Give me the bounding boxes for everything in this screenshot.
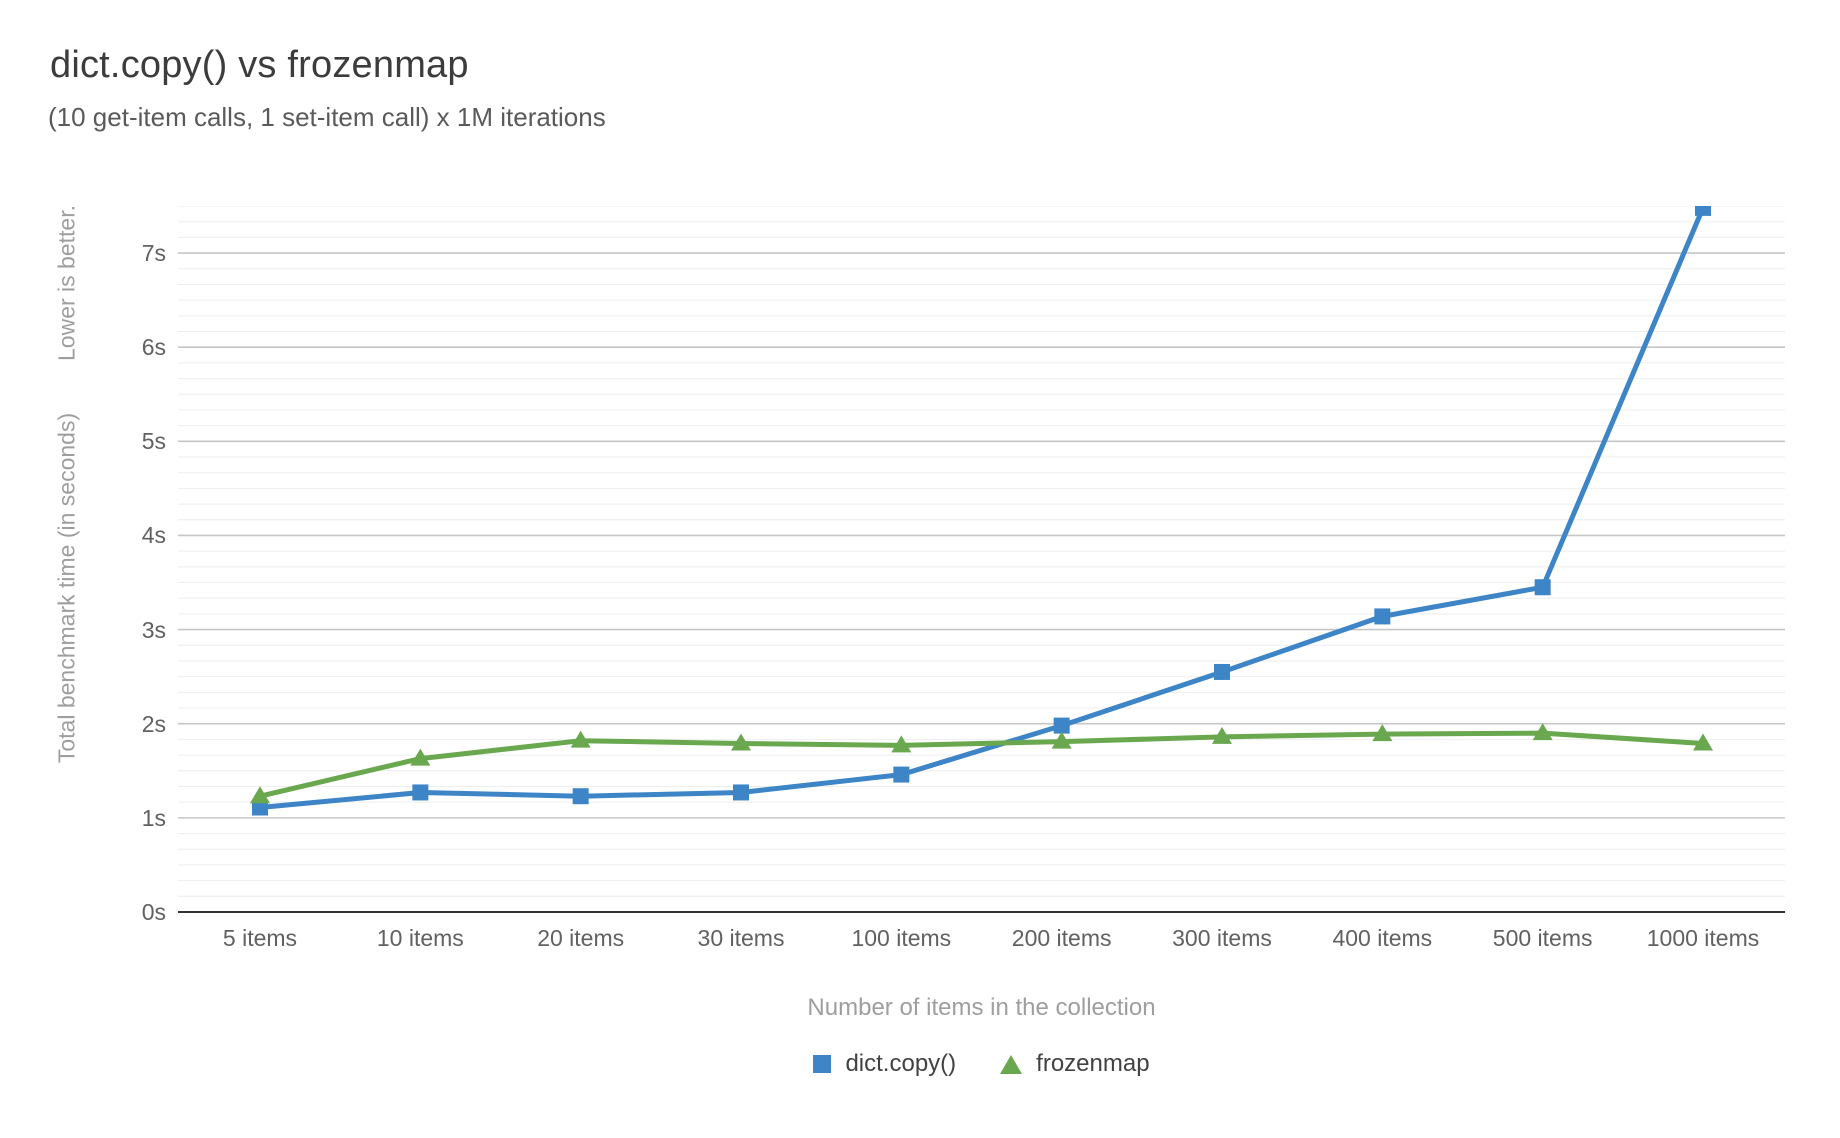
x-tick-label: 1000 items	[1646, 925, 1760, 951]
legend: dict.copy() frozenmap	[178, 1050, 1785, 1078]
legend-item-frozenmap: frozenmap	[1000, 1050, 1150, 1078]
legend-label-dict-copy: dict.copy()	[845, 1050, 957, 1077]
x-tick-label: 400 items	[1332, 925, 1433, 951]
y-tick-label: 1s	[141, 804, 166, 831]
x-tick-label: 300 items	[1172, 925, 1272, 951]
y-tick-label: 2s	[141, 710, 166, 737]
y-tick-label: 7s	[141, 240, 166, 267]
square-marker-icon	[813, 1055, 832, 1073]
y-tick-label: 5s	[141, 428, 166, 455]
x-tick-label: 30 items	[697, 925, 785, 951]
x-axis-title: Number of items in the collection	[807, 994, 1156, 1021]
x-tick-label: 10 items	[376, 925, 464, 951]
y-tick-label: 0s	[141, 899, 166, 925]
x-tick-label: 5 items	[222, 925, 298, 951]
chart-title: dict.copy() vs frozenmap	[50, 44, 469, 86]
x-tick-label: 20 items	[537, 925, 625, 951]
x-tick-label: 200 items	[1011, 925, 1112, 951]
chart-subtitle: (10 get-item calls, 1 set-item call) x 1…	[48, 102, 606, 132]
x-tick-label: 500 items	[1492, 925, 1593, 951]
legend-item-dict-copy: dict.copy()	[813, 1050, 956, 1078]
x-tick-label: 100 items	[851, 925, 952, 951]
legend-label-frozenmap: frozenmap	[1036, 1050, 1150, 1077]
plot-area	[178, 206, 1785, 913]
y-tick-label: 3s	[141, 616, 166, 643]
y-tick-label: 6s	[141, 334, 166, 361]
y-tick-label: 4s	[141, 522, 166, 549]
triangle-marker-icon	[1000, 1054, 1023, 1074]
